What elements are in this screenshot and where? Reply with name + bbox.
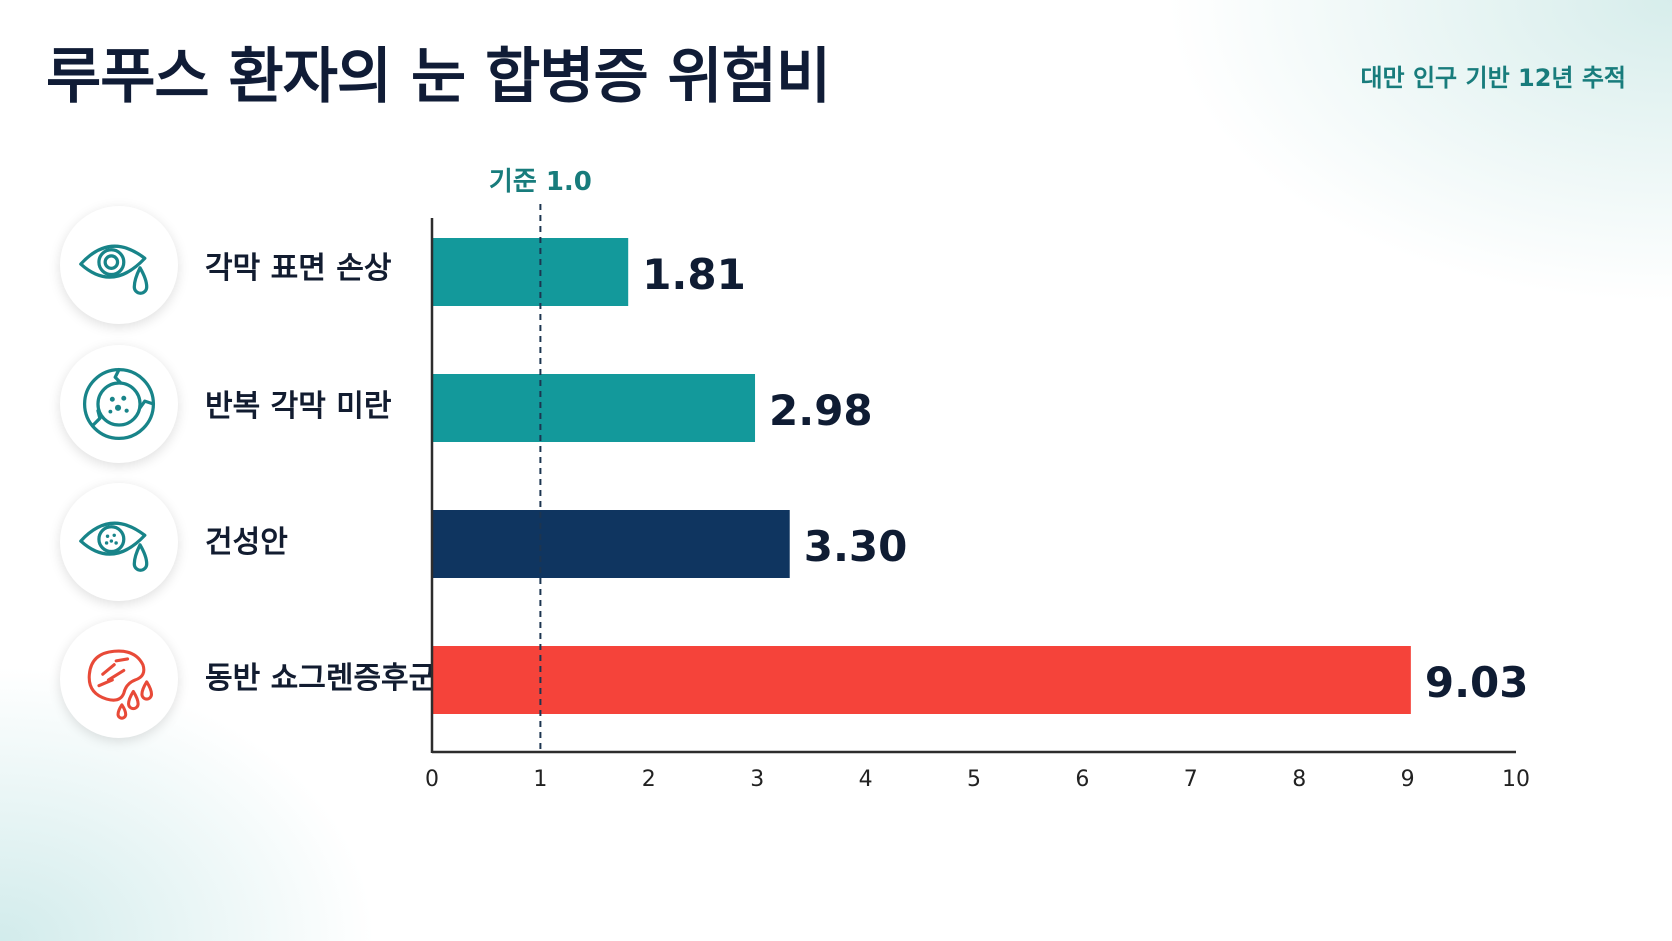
chart-subtitle: 대만 인구 기반 12년 추적 xyxy=(1360,64,1626,92)
bar-1 xyxy=(432,374,756,442)
bar-2 xyxy=(432,510,790,578)
x-tick-label-10: 10 xyxy=(1502,767,1530,792)
reference-line-label: 기준 1.0 xyxy=(489,167,592,197)
bar-value-label-3: 9.03 xyxy=(1425,658,1529,707)
bar-value-label-0: 1.81 xyxy=(642,250,746,299)
x-tick-label-8: 8 xyxy=(1292,767,1306,792)
x-tick-label-9: 9 xyxy=(1401,767,1415,792)
gland-drops-icon xyxy=(60,620,178,738)
bar-value-label-1: 2.98 xyxy=(769,386,873,435)
x-tick-label-7: 7 xyxy=(1184,767,1198,792)
bar-0 xyxy=(432,238,629,306)
x-tick-label-0: 0 xyxy=(425,767,439,792)
category-label-recurrent-corneal-erosion: 반복 각막 미란 xyxy=(205,389,392,424)
chart-title: 루푸스 환자의 눈 합병증 위험비 xyxy=(46,42,831,112)
x-tick-label-3: 3 xyxy=(750,767,764,792)
bar-3 xyxy=(432,646,1411,714)
category-label-dry-eye: 건성안 xyxy=(205,525,288,560)
x-tick-label-5: 5 xyxy=(967,767,981,792)
bar-value-label-2: 3.30 xyxy=(804,522,908,571)
category-label-sjogren-syndrome: 동반 쇼그렌증후군 xyxy=(205,661,437,696)
eye-tear-icon xyxy=(60,206,178,324)
damaged-cornea-icon xyxy=(60,345,178,463)
dry-eye-icon xyxy=(60,483,178,601)
x-tick-label-4: 4 xyxy=(859,767,873,792)
category-label-corneal-surface-damage: 각막 표면 손상 xyxy=(205,251,392,286)
x-tick-label-2: 2 xyxy=(642,767,656,792)
x-tick-label-1: 1 xyxy=(533,767,547,792)
x-tick-label-6: 6 xyxy=(1075,767,1089,792)
